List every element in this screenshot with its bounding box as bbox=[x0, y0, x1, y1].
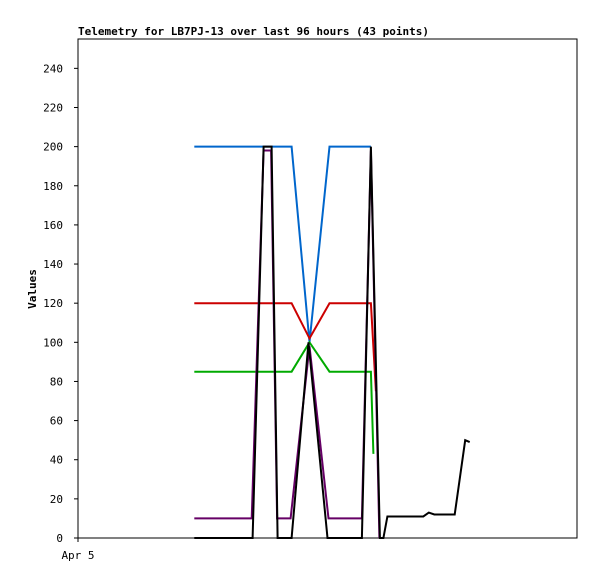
y-tick-label: 180 bbox=[43, 180, 63, 193]
y-tick-label: 20 bbox=[50, 493, 63, 506]
y-tick-label: 80 bbox=[50, 375, 63, 388]
y-tick-label: 240 bbox=[43, 62, 63, 75]
y-tick-label: 0 bbox=[56, 532, 63, 545]
x-tick-label: Apr 5 bbox=[61, 549, 94, 562]
y-tick-label: 140 bbox=[43, 258, 63, 271]
y-tick-label: 120 bbox=[43, 297, 63, 310]
series-layer bbox=[194, 145, 471, 539]
series-line-2 bbox=[194, 302, 377, 392]
y-tick-label: 40 bbox=[50, 454, 63, 467]
plot-frame bbox=[77, 38, 578, 539]
y-tick-label: 200 bbox=[43, 141, 63, 154]
y-tick-label: 60 bbox=[50, 415, 63, 428]
y-tick-label: 220 bbox=[43, 101, 63, 114]
y-axis-label: Values bbox=[26, 269, 39, 309]
x-axis-ticks: Apr 5 bbox=[61, 538, 95, 562]
y-tick-label: 160 bbox=[43, 219, 63, 232]
y-axis-ticks: 0 20 40 60 80 100 120 140 160 180 200 220 240 bbox=[43, 62, 78, 545]
chart-title: Telemetry for LB7PJ-13 over last 96 hour… bbox=[78, 25, 429, 38]
series-line-5 bbox=[194, 145, 471, 539]
y-tick-label: 100 bbox=[43, 336, 63, 349]
